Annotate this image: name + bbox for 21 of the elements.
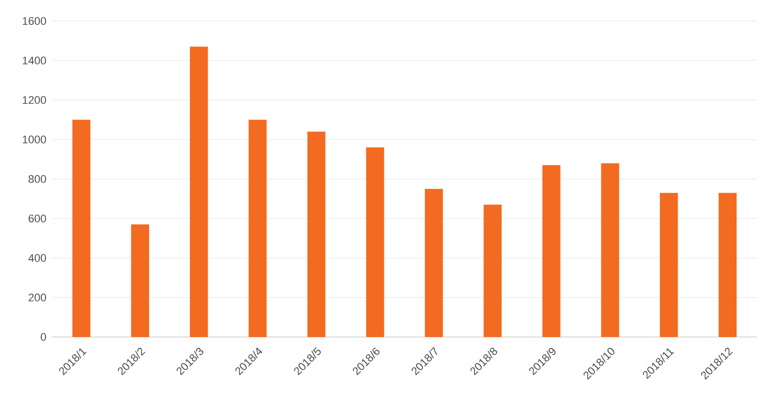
y-tick-label: 800 bbox=[28, 175, 46, 183]
bar bbox=[424, 188, 443, 337]
bar bbox=[366, 147, 384, 337]
bar bbox=[72, 120, 90, 337]
bar bbox=[660, 192, 678, 337]
y-tick-label: 600 bbox=[28, 214, 46, 222]
bar bbox=[307, 132, 326, 337]
y-tick-label: 1600 bbox=[22, 17, 46, 25]
y-tick-label: 400 bbox=[28, 254, 46, 262]
bar bbox=[248, 120, 267, 337]
bar bbox=[484, 204, 502, 337]
y-tick-label: 1000 bbox=[22, 136, 46, 144]
y-tick-label: 200 bbox=[28, 294, 46, 302]
bar bbox=[131, 224, 150, 337]
y-tick-label: 0 bbox=[40, 333, 46, 341]
bar bbox=[190, 46, 208, 337]
bar bbox=[601, 163, 620, 337]
bar bbox=[542, 165, 560, 337]
y-tick-label: 1200 bbox=[22, 96, 46, 104]
y-tick-label: 1400 bbox=[22, 56, 46, 64]
bar bbox=[718, 192, 737, 337]
